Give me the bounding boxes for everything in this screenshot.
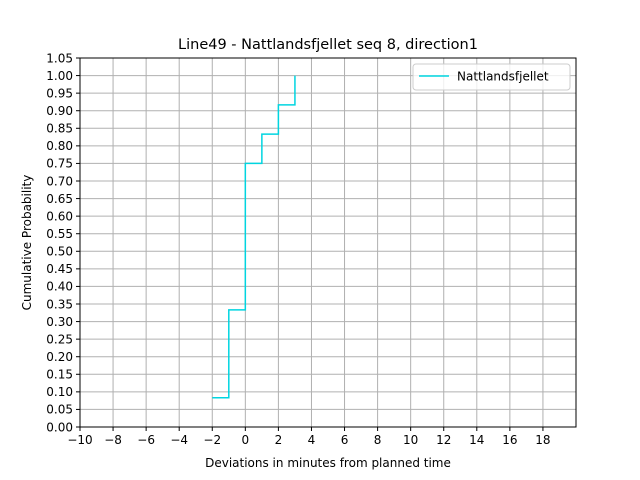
y-axis-label: Cumulative Probability: [20, 175, 34, 311]
y-tick-label: 0.15: [46, 368, 73, 382]
y-tick-label: 0.90: [46, 104, 73, 118]
y-tick-label: 0.75: [46, 157, 73, 171]
y-tick-label: 0.60: [46, 209, 73, 223]
legend-box: [412, 63, 571, 91]
y-tick-label: 0.50: [46, 245, 73, 259]
y-tick-label: 0.40: [46, 280, 73, 294]
series-layer: [212, 75, 296, 399]
series-line-nattlandsfjellet: [212, 75, 296, 399]
y-tick-label: 0.25: [46, 332, 73, 346]
y-tick-label: 0.65: [46, 192, 73, 206]
y-axis-ticks: 0.00 0.05 0.10 0.15 0.20 0.25 0.30 0.35 0.40 0.45…: [46, 51, 80, 434]
y-tick-label: 0.00: [46, 420, 73, 434]
x-tick-label: 14: [469, 433, 484, 447]
y-tick-label: 0.80: [46, 139, 73, 153]
y-tick-label: 0.30: [46, 315, 73, 329]
x-tick-label: −10: [67, 433, 92, 447]
x-tick-label: 0: [242, 433, 250, 447]
y-tick-label: 0.45: [46, 262, 73, 276]
x-tick-label: 18: [535, 433, 550, 447]
x-tick-label: −8: [104, 433, 122, 447]
x-tick-label: 2: [275, 433, 283, 447]
x-tick-label: 10: [403, 433, 418, 447]
y-tick-label: 0.10: [46, 385, 73, 399]
x-tick-label: 4: [308, 433, 316, 447]
y-tick-label: 0.85: [46, 122, 73, 136]
y-tick-label: 0.20: [46, 350, 73, 364]
y-tick-label: 0.05: [46, 403, 73, 417]
chart-title: Line49 - Nattlandsfjellet seq 8, directi…: [178, 37, 478, 53]
x-tick-label: 6: [341, 433, 349, 447]
x-axis-label: Deviations in minutes from planned time: [205, 456, 451, 470]
x-tick-label: 16: [502, 433, 517, 447]
y-tick-label: 0.70: [46, 174, 73, 188]
y-tick-label: 0.55: [46, 227, 73, 241]
y-tick-label: 0.35: [46, 297, 73, 311]
plot-frame: [79, 57, 577, 428]
legend-label: Nattlandsfjellet: [457, 70, 549, 84]
x-tick-label: −6: [137, 433, 155, 447]
x-tick-label: 12: [436, 433, 451, 447]
legend: Nattlandsfjellet: [412, 63, 571, 91]
y-tick-label: 1.05: [46, 51, 73, 65]
x-tick-label: −4: [170, 433, 188, 447]
x-tick-label: 8: [374, 433, 382, 447]
x-tick-label: −2: [203, 433, 221, 447]
y-tick-label: 1.00: [46, 69, 73, 83]
y-tick-label: 0.95: [46, 86, 73, 100]
x-axis-ticks: −10 −8 −6 −4 −2 0 2 4 6 8 10 12 14 16 18: [67, 427, 551, 447]
